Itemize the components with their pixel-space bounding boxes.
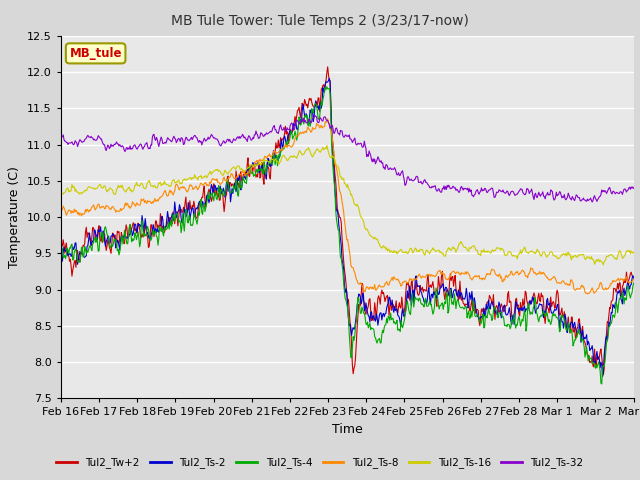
X-axis label: Time: Time: [332, 423, 363, 436]
Y-axis label: Temperature (C): Temperature (C): [8, 166, 22, 268]
Text: MB_tule: MB_tule: [69, 47, 122, 60]
Text: MB Tule Tower: Tule Temps 2 (3/23/17-now): MB Tule Tower: Tule Temps 2 (3/23/17-now…: [171, 14, 469, 28]
Legend: Tul2_Tw+2, Tul2_Ts-2, Tul2_Ts-4, Tul2_Ts-8, Tul2_Ts-16, Tul2_Ts-32: Tul2_Tw+2, Tul2_Ts-2, Tul2_Ts-4, Tul2_Ts…: [52, 453, 588, 472]
